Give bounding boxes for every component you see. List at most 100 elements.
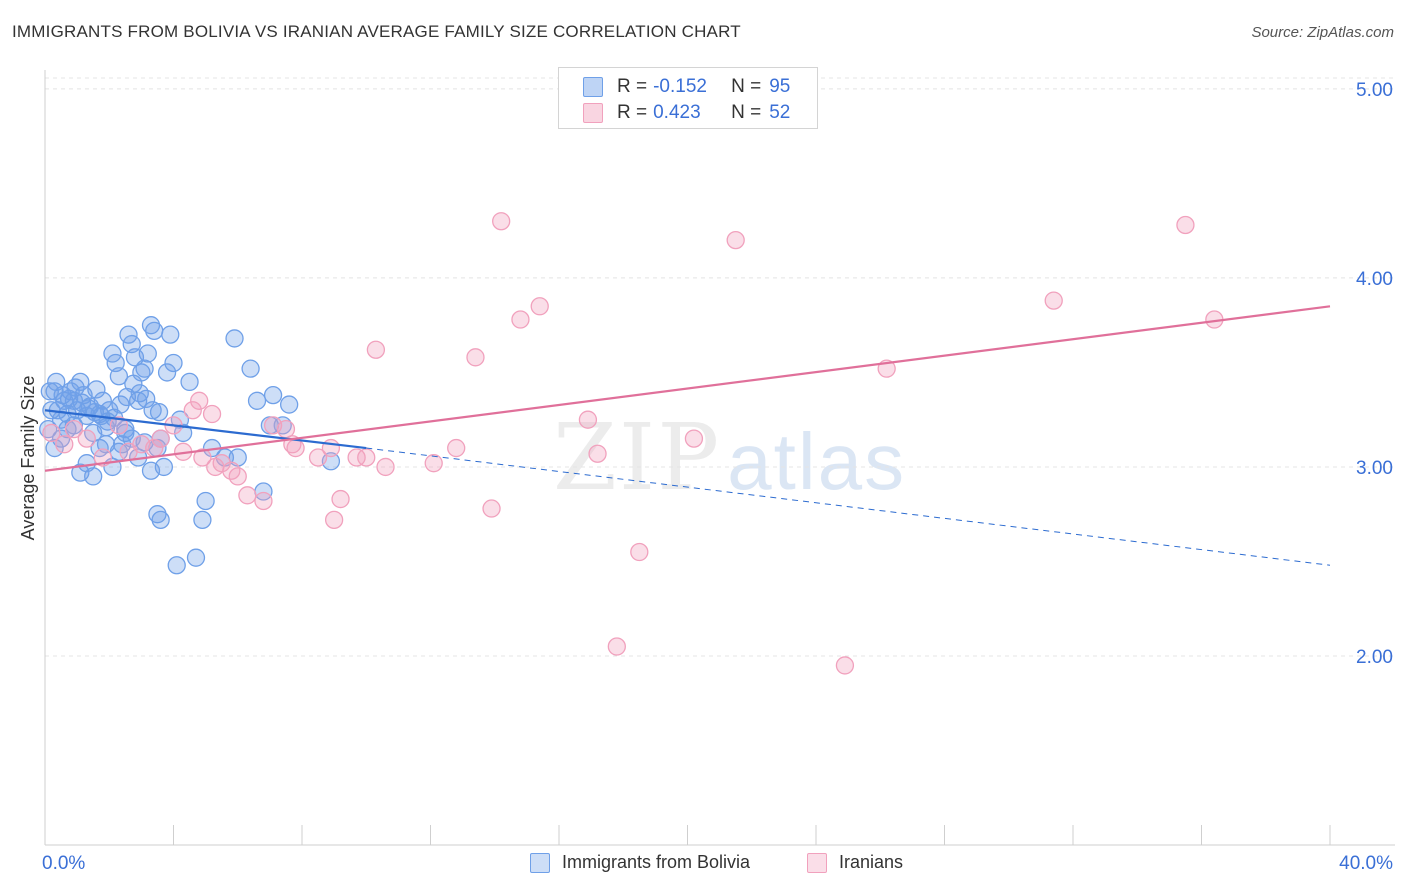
y-axis-label: Average Family Size: [18, 376, 38, 541]
bolivia-trend-line: [44, 409, 367, 450]
legend-n-label: N =: [731, 76, 762, 97]
bolivia-point: [145, 321, 164, 341]
legend-row-iranians: R = 0.423 N = 52: [583, 100, 790, 126]
bolivia-point: [180, 372, 199, 392]
iranians-point: [347, 448, 366, 467]
watermark-atlas: atlas: [727, 417, 907, 506]
bolivia-point: [193, 510, 212, 530]
iranians-point: [42, 423, 61, 443]
bolivia-point: [164, 353, 183, 373]
bolivia-trend-line-dashed: [366, 447, 1331, 566]
bolivia-point: [138, 344, 157, 363]
legend-swatch-bolivia: [530, 852, 550, 873]
bolivia-point: [225, 329, 244, 348]
bolivia-point: [124, 374, 143, 393]
legend-label-iranians: Iranians: [839, 852, 904, 872]
bolivia-point: [186, 548, 206, 567]
bolivia-point: [196, 491, 215, 511]
iranians-point: [482, 499, 501, 518]
bolivia-point: [143, 401, 162, 420]
iranians-point: [684, 429, 704, 448]
legend-r-label: R =: [617, 102, 648, 123]
bolivia-point: [173, 423, 193, 443]
y-tick-label: 3.00: [1356, 458, 1393, 479]
legend-item-bolivia: Immigrants from Bolivia: [530, 852, 750, 873]
bolivia-point: [141, 461, 161, 480]
legend-row-bolivia: R = -0.152 N = 95: [583, 74, 790, 100]
iranians-point: [1176, 215, 1195, 235]
iranians-point: [183, 401, 202, 420]
bolivia-point: [87, 380, 106, 399]
iranians-point: [376, 457, 395, 477]
iranians-point: [64, 419, 84, 439]
y-tick-label: 5.00: [1356, 80, 1393, 101]
iranians-point: [109, 416, 129, 435]
iranians-point: [238, 486, 257, 505]
chart-source: Source: ZipAtlas.com: [1251, 24, 1394, 41]
watermark: ZIPatlas: [553, 404, 906, 511]
bolivia-point: [241, 359, 260, 378]
y-tick-label: 4.00: [1356, 269, 1393, 290]
iranians-point: [212, 454, 231, 473]
iranians-point: [190, 391, 209, 410]
iranians-point: [193, 448, 212, 467]
legend-r-label: R =: [617, 76, 648, 97]
bolivia-point: [51, 429, 71, 448]
bolivia-point: [151, 510, 170, 530]
bolivia-point: [45, 438, 64, 458]
iranians-point: [308, 448, 328, 467]
bolivia-point: [137, 389, 156, 409]
bolivia-point: [111, 395, 130, 414]
bolivia-point: [149, 402, 169, 422]
bolivia-point: [148, 505, 167, 524]
bolivia-point: [84, 467, 103, 486]
legend-r-value: 0.423: [653, 102, 701, 123]
iranians-point: [202, 404, 222, 424]
iranians-point: [578, 410, 598, 429]
bolivia-point: [66, 378, 85, 397]
iranians-point: [228, 467, 247, 486]
bolivia-point: [263, 385, 283, 405]
chart-title: IMMIGRANTS FROM BOLIVIA VS IRANIAN AVERA…: [12, 22, 741, 41]
legend-n-value: 95: [769, 76, 791, 97]
bolivia-point: [141, 316, 161, 335]
bolivia-point: [279, 395, 299, 414]
iranians-point: [466, 348, 485, 367]
iranians-point: [588, 444, 607, 463]
legend-swatch-iranians: [807, 852, 827, 873]
iranians-point: [424, 454, 443, 473]
iranians-point: [366, 340, 386, 359]
iranians-point: [324, 510, 344, 530]
legend-n-label: N =: [731, 102, 762, 123]
bolivia-point: [247, 391, 267, 410]
watermark-zip: ZIP: [553, 404, 722, 511]
iranians-point: [254, 491, 273, 511]
iranians-point: [357, 448, 376, 467]
bolivia-point: [157, 363, 177, 382]
bolivia-point: [167, 556, 186, 575]
series-legend: Immigrants from Bolivia Iranians: [0, 852, 1406, 878]
iranians-point: [607, 637, 626, 656]
bolivia-point: [161, 325, 180, 344]
legend-item-iranians: Iranians: [807, 852, 903, 873]
legend-swatch-bolivia: [583, 77, 603, 97]
x-tick-label: 40.0%: [1339, 853, 1393, 874]
iranians-point: [331, 489, 350, 509]
iranians-point: [77, 429, 96, 448]
iranians-point: [630, 542, 649, 562]
iranians-point: [1044, 291, 1063, 310]
iranians-point: [511, 310, 530, 329]
x-tick-label: 0.0%: [42, 853, 85, 874]
stats-legend: R = -0.152 N = 95 R = 0.423 N = 52: [558, 67, 818, 129]
iranians-point: [276, 419, 296, 439]
iranians-point: [726, 230, 745, 250]
iranians-point: [55, 435, 74, 454]
iranians-point: [447, 438, 466, 458]
legend-label-bolivia: Immigrants from Bolivia: [562, 852, 751, 872]
legend-n-value: 52: [769, 102, 791, 123]
legend-r-value: -0.152: [653, 76, 707, 97]
bolivia-point: [135, 359, 154, 378]
iranians-point: [530, 297, 549, 316]
iranians-point: [151, 429, 170, 448]
